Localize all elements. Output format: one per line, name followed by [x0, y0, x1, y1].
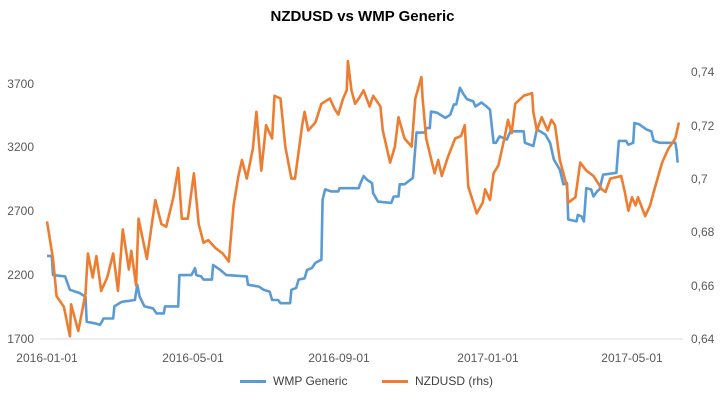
legend-label-nzdusd: NZDUSD (rhs): [415, 374, 493, 388]
legend-swatch-nzdusd: [382, 379, 408, 383]
legend-label-wmp: WMP Generic: [273, 374, 348, 388]
x-tick-label: 2016-09-01: [308, 351, 370, 365]
legend-item-nzdusd: NZDUSD (rhs): [382, 374, 493, 388]
x-tick-label: 2016-05-01: [162, 351, 224, 365]
right-tick-label: 0,7: [691, 172, 708, 186]
right-tick-label: 0,66: [691, 279, 715, 293]
right-tick-label: 0,64: [691, 332, 715, 346]
left-tick-label: 3700: [7, 77, 34, 91]
left-tick-label: 1700: [7, 332, 34, 346]
x-tick-label: 2017-01-01: [457, 351, 519, 365]
x-tick-label: 2016-01-01: [16, 351, 78, 365]
x-tick-label: 2017-05-01: [601, 351, 663, 365]
right-tick-label: 0,72: [691, 119, 715, 133]
left-tick-label: 2200: [7, 268, 34, 282]
chart-title: NZDUSD vs WMP Generic: [270, 8, 455, 25]
series-line-nzdusd: [45, 59, 681, 338]
legend-item-wmp: WMP Generic: [240, 374, 347, 388]
left-tick-label: 3200: [7, 140, 34, 154]
legend-swatch-wmp: [240, 379, 266, 383]
legend: WMP Generic NZDUSD (rhs): [0, 374, 725, 394]
right-axis: 0,64 0,66 0,68 0,7 0,72 0,74: [691, 65, 715, 346]
x-axis: 2016-01-01 2016-05-01 2016-09-01 2017-01…: [16, 351, 663, 365]
series-line-wmp-generic: [47, 86, 679, 327]
left-tick-label: 2700: [7, 204, 34, 218]
right-tick-label: 0,68: [691, 225, 715, 239]
right-tick-label: 0,74: [691, 65, 715, 79]
left-axis: 1700 2200 2700 3200 3700: [7, 77, 34, 346]
series-layer: [45, 59, 681, 338]
